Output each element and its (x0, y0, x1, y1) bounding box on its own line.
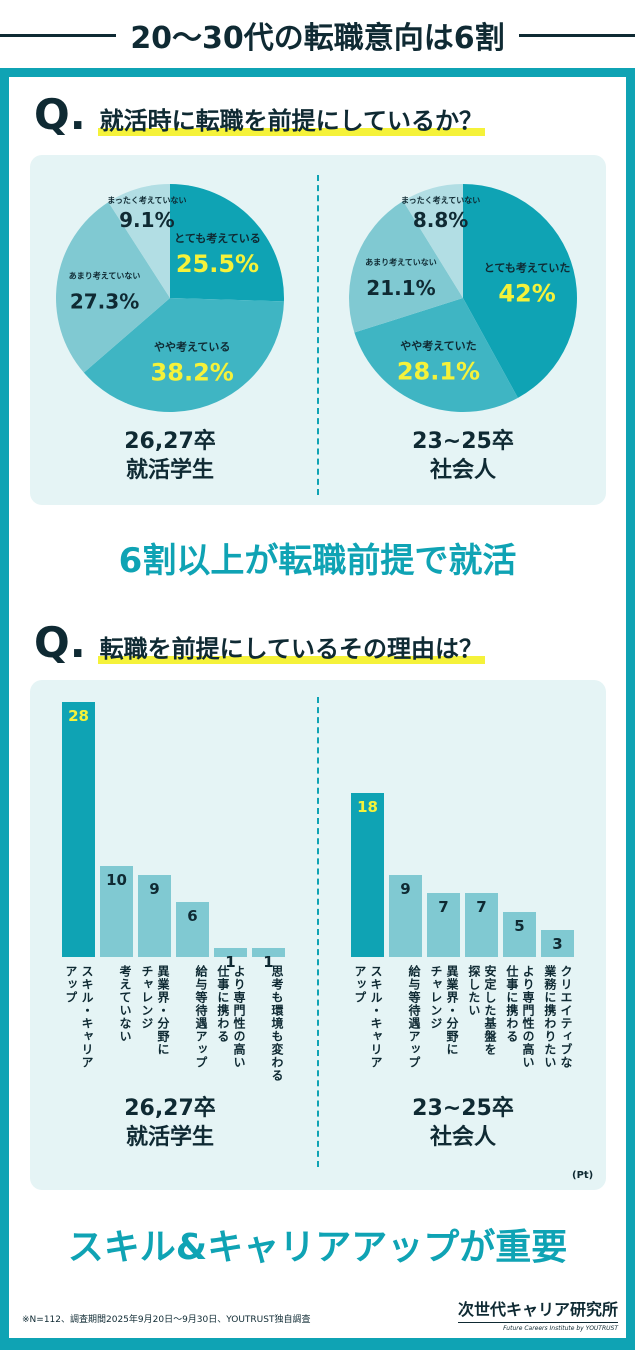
slice-label: とても考えていた (484, 261, 571, 275)
bar-category-label: 異業界・分野に チャレンジ (139, 965, 170, 1056)
bar (214, 947, 247, 957)
slice-label: とても考えている (174, 231, 261, 245)
slice-label: あまり考えていない (69, 271, 141, 281)
bar-category-label: 考えていない (118, 965, 132, 1043)
pie2-caption: 23~25卒 社会人 (412, 429, 514, 483)
pie1-caption: 26,27卒 就活学生 (124, 429, 216, 483)
slice-value: 27.3% (70, 290, 139, 314)
bar-category-label: より専門性の高い 仕事に携わる (504, 965, 535, 1069)
bar (427, 893, 460, 957)
pie-slice (403, 184, 463, 298)
title-text: 20〜30代の転職意向は6割 (130, 21, 505, 56)
footnote: ※N=112、調査期間2025年9月20日〜9月30日、YOUTRUST独自調査 (22, 1315, 311, 1325)
q-mark: Q. (34, 618, 86, 667)
bar-value: 9 (149, 880, 160, 899)
bar-category-label: クリエイティブな 業務に携わりたい (542, 965, 573, 1069)
bar-value: 1 (263, 952, 274, 971)
slice-label: やや考えていた (400, 338, 476, 352)
slice-value: 21.1% (366, 276, 435, 300)
pie-slice (463, 184, 577, 398)
bar-charts: 28 スキル・キャリア アップ 10 考えていない 9 異業界・分野に チャレンジ 6 給与等… (62, 702, 574, 1082)
title-rule-right (518, 33, 635, 37)
pie-slice (83, 298, 284, 412)
bar-category-label: 思考も環境も変わる (270, 965, 284, 1082)
slice-value: 25.5% (176, 250, 259, 278)
bar-value: 6 (187, 907, 198, 926)
pie-slice (170, 184, 285, 302)
headline-2: スキル&キャリアアップが重要 (67, 1227, 568, 1268)
bar (100, 866, 133, 957)
bar-value: 3 (552, 934, 563, 953)
bar (176, 902, 209, 957)
bar-value: 7 (438, 898, 449, 917)
page-title: 20〜30代の転職意向は6割 (0, 0, 635, 70)
bar-value: 28 (68, 707, 89, 726)
bar-category-label: より専門性の高い 仕事に携わる (215, 965, 246, 1069)
bar (138, 875, 171, 957)
bar-category-label: 給与等待遇アップ (194, 965, 208, 1069)
bar-value: 10 (106, 871, 127, 889)
pie-slice (354, 298, 518, 412)
slice-value: 38.2% (151, 358, 234, 386)
bar (541, 929, 574, 957)
pie-slice (55, 202, 170, 373)
logo-name: 次世代キャリア研究所 (458, 1296, 619, 1323)
slice-value: 9.1% (119, 208, 174, 232)
bar-category-label: スキル・キャリア アップ (352, 965, 383, 1069)
bar (351, 793, 384, 957)
bar-value: 18 (357, 798, 378, 817)
bar-category-label: スキル・キャリア アップ (63, 965, 94, 1069)
headline-1: 6割以上が転職前提で就活 (118, 541, 517, 581)
question-text: 転職を前提にしているその理由は？ (97, 635, 485, 664)
divider (317, 175, 319, 495)
slice-label: まったく考えていない (401, 195, 480, 205)
bar-category-label: 安定した基盤を 探したい (466, 965, 497, 1056)
bar (62, 702, 95, 957)
pie-charts: とても考えている 25.5% やや考えている 38.2% あまり考えていない 27.3% ま… (55, 184, 577, 412)
slice-label: やや考えている (154, 339, 230, 353)
pie-slice (349, 200, 463, 333)
bar-category-label: 異業界・分野に チャレンジ (428, 965, 459, 1056)
bar-value: 7 (476, 898, 487, 917)
slice-value: 42% (498, 280, 555, 308)
bar2-caption: 23~25卒 社会人 (412, 1096, 514, 1150)
logo: 次世代キャリア研究所 Future Careers Institute by Y… (458, 1296, 619, 1332)
question-2: Q. 転職を前提にしているその理由は？ (34, 622, 485, 664)
slice-value: 28.1% (397, 357, 480, 385)
question-text: 就活時に転職を前提にしているか？ (97, 107, 485, 136)
slice-value: 8.8% (413, 208, 468, 232)
title-rule-left (0, 33, 117, 37)
pie-slice (108, 184, 170, 298)
bar-category-label: 給与等待遇アップ (407, 965, 421, 1069)
bar (503, 911, 536, 957)
bar-value: 5 (514, 916, 525, 935)
bar-value: 9 (400, 880, 411, 899)
bar1-caption: 26,27卒 就活学生 (124, 1096, 216, 1150)
bar (389, 875, 422, 957)
divider (317, 697, 319, 1167)
unit-label: (Pt) (572, 1170, 594, 1181)
bar (252, 947, 285, 957)
bar-value: 1 (225, 952, 236, 971)
logo-sub: Future Careers Institute by YOUTRUST (503, 1325, 619, 1332)
frame (0, 68, 635, 1350)
q-mark: Q. (34, 90, 86, 139)
bar (465, 893, 498, 957)
slice-label: まったく考えていない (107, 195, 186, 205)
slice-label: あまり考えていない (365, 257, 437, 267)
question-1: Q. 就活時に転職を前提にしているか？ (34, 94, 485, 136)
